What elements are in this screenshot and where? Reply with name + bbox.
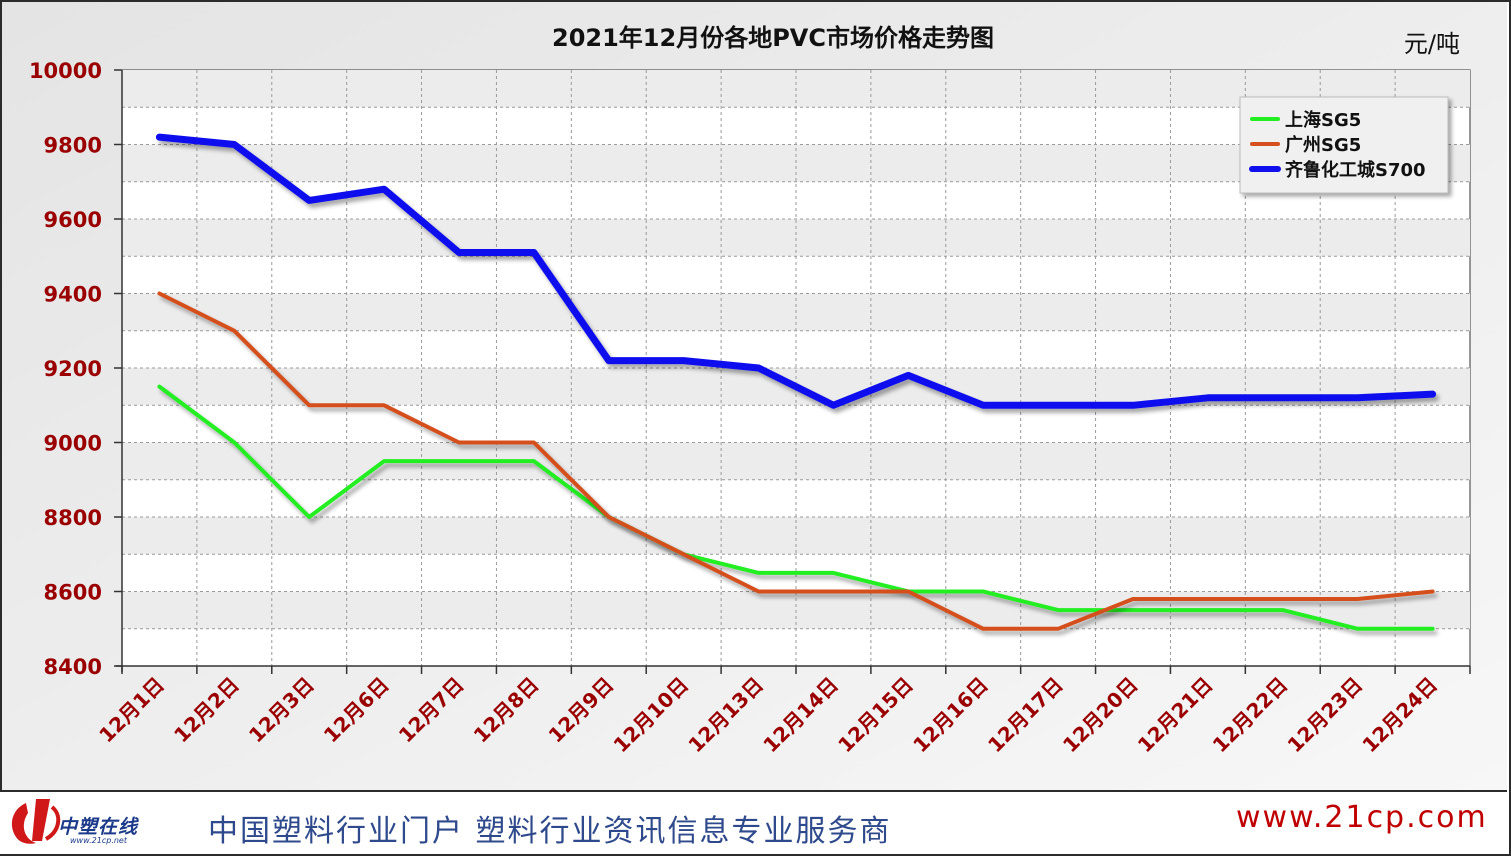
chart-title: 2021年12月份各地PVC市场价格走势图 xyxy=(552,24,994,52)
legend-label: 齐鲁化工城S700 xyxy=(1285,159,1426,181)
y-axis: 8400 8600 8800 9000 9200 9400 9600 9800 10000 xyxy=(29,59,123,679)
y-tick-label: 9400 xyxy=(44,283,102,307)
series-line-3 xyxy=(155,133,1437,409)
series-line-2 xyxy=(157,291,1435,631)
site-logo-icon xyxy=(11,799,61,844)
series-line-1 xyxy=(157,384,1435,631)
line-chart: 2021年12月份各地PVC市场价格走势图 元/吨 8400 8600 8800 90… xyxy=(2,2,1507,790)
y-tick-label: 8600 xyxy=(44,581,102,605)
legend-label: 上海SG5 xyxy=(1285,109,1361,131)
legend-label: 广州SG5 xyxy=(1285,134,1361,156)
y-tick-label: 9000 xyxy=(44,432,102,456)
legend: 上海SG5 广州SG5 齐鲁化工城S700 xyxy=(1239,96,1449,194)
y-tick-label: 9800 xyxy=(44,134,102,158)
series-lines xyxy=(155,133,1437,631)
y-tick-label: 9600 xyxy=(44,208,102,232)
plot-band xyxy=(122,517,1470,555)
y-tick-label: 8800 xyxy=(44,506,102,530)
logo-subtext: www.21cp.net xyxy=(70,836,127,845)
footer-url[interactable]: www.21cp.com xyxy=(1236,800,1488,835)
footer-bar xyxy=(0,790,1507,854)
y-tick-label: 10000 xyxy=(29,59,102,83)
y-tick-label: 9200 xyxy=(44,357,102,381)
y-unit-label: 元/吨 xyxy=(1404,30,1460,58)
logo-text: 中塑在线 xyxy=(58,816,139,838)
footer-slogan: 中国塑料行业门户 塑料行业资讯信息专业服务商 xyxy=(208,814,892,849)
y-tick-label: 8400 xyxy=(44,655,102,679)
